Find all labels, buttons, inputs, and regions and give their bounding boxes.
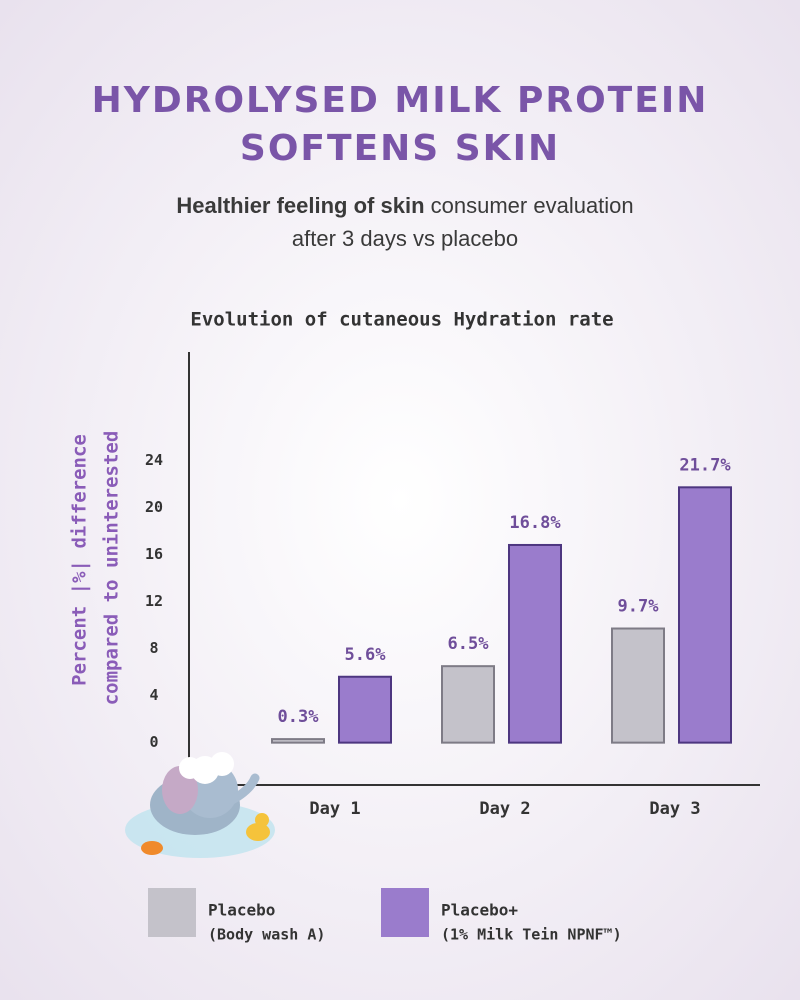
value-label: 5.6% bbox=[345, 645, 387, 665]
legend-label: Placebo bbox=[208, 901, 275, 920]
bar bbox=[611, 627, 665, 744]
legend-description: (Body wash A) bbox=[208, 926, 325, 944]
x-tick-label: Day 1 bbox=[309, 799, 360, 819]
subtitle-bold: Healthier feeling of skin bbox=[176, 193, 424, 218]
value-label: 21.7% bbox=[679, 455, 731, 475]
y-tick-label: 20 bbox=[145, 498, 163, 516]
legend-description: (1% Milk Tein NPNF™) bbox=[441, 926, 622, 944]
y-tick-label: 4 bbox=[149, 686, 158, 704]
bar bbox=[678, 486, 732, 744]
value-label: 16.8% bbox=[509, 513, 561, 533]
bar bbox=[441, 665, 495, 744]
y-axis-label: Percent |%| difference bbox=[69, 434, 91, 686]
value-label: 6.5% bbox=[448, 634, 490, 654]
bar bbox=[338, 675, 392, 744]
bar bbox=[271, 738, 325, 744]
subtitle-line: Healthier feeling of skin consumer evalu… bbox=[176, 193, 633, 218]
legend-label: Placebo+ bbox=[441, 901, 518, 920]
value-label: 9.7% bbox=[618, 597, 660, 617]
chart-title: Evolution of cutaneous Hydration rate bbox=[190, 309, 613, 331]
subtitle-line: after 3 days vs placebo bbox=[292, 226, 518, 251]
y-tick-label: 0 bbox=[149, 733, 158, 751]
y-tick-label: 16 bbox=[145, 545, 163, 563]
x-tick-label: Day 2 bbox=[479, 799, 530, 819]
y-tick-label: 8 bbox=[149, 639, 158, 657]
title-line: SOFTENS SKIN bbox=[240, 128, 560, 169]
elephant-illustration bbox=[125, 752, 275, 858]
title-line: HYDROLYSED MILK PROTEIN bbox=[92, 80, 709, 121]
value-label: 0.3% bbox=[278, 707, 320, 727]
y-tick-label: 24 bbox=[145, 451, 163, 469]
legend-swatch bbox=[148, 888, 196, 937]
bar bbox=[508, 543, 562, 744]
legend: Placebo (Body wash A) Placebo+ (1% Milk Tei… bbox=[148, 888, 622, 944]
subtitle-rest: consumer evaluation bbox=[431, 193, 634, 218]
legend-swatch bbox=[381, 888, 429, 937]
x-tick-label: Day 3 bbox=[649, 799, 700, 819]
y-axis-label: compared to uninterested bbox=[101, 431, 123, 706]
y-tick-label: 12 bbox=[145, 592, 163, 610]
